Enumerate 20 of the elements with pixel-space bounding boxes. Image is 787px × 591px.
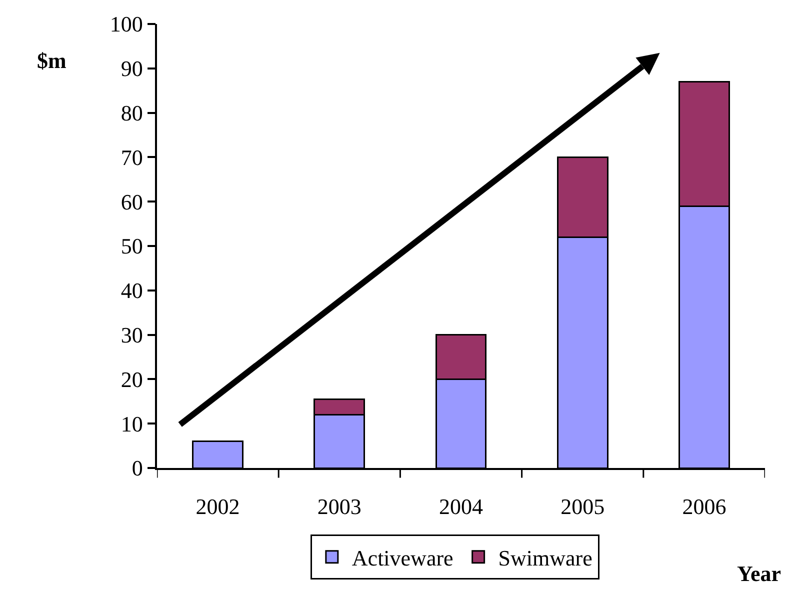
- legend-label: Swimware: [498, 545, 592, 570]
- y-tick-label: 30: [120, 322, 143, 348]
- y-tick-label: 10: [120, 411, 143, 436]
- x-axis-title: Year: [737, 561, 782, 586]
- y-tick-label: 60: [120, 189, 143, 214]
- y-tick-label: 40: [120, 278, 143, 304]
- y-tick-label: 50: [120, 234, 143, 259]
- x-tick-label: 2003: [317, 494, 362, 520]
- x-tick-label: 2004: [439, 494, 483, 520]
- x-tick-label: 2005: [560, 494, 605, 520]
- y-tick-label: 80: [120, 100, 143, 126]
- y-tick-label: 70: [120, 144, 143, 170]
- x-tick-label: 2002: [196, 494, 240, 520]
- x-tick-label: 2006: [682, 494, 726, 520]
- y-tick-label: 100: [110, 12, 143, 37]
- legend-label: Activeware: [352, 545, 454, 570]
- y-axis-title: $m: [37, 48, 66, 73]
- y-tick-label: 90: [120, 56, 143, 82]
- y-tick-label: 20: [120, 366, 143, 392]
- y-tick-label: 0: [132, 456, 143, 481]
